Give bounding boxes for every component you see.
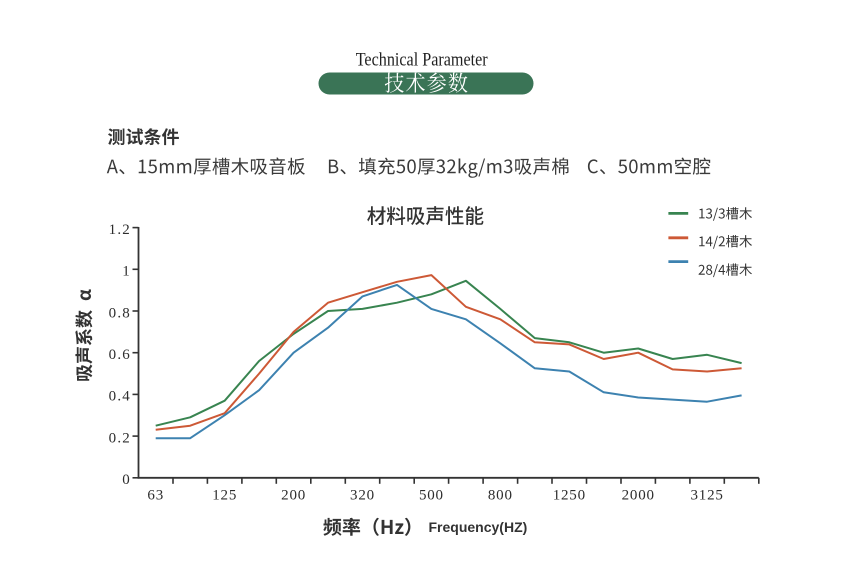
svg-text:Frequency(HZ): Frequency(HZ) bbox=[429, 519, 528, 535]
svg-text:3125: 3125 bbox=[690, 488, 723, 504]
svg-text:125: 125 bbox=[212, 488, 237, 504]
svg-text:0.4: 0.4 bbox=[109, 389, 131, 405]
svg-text:500: 500 bbox=[419, 488, 444, 504]
svg-text:63: 63 bbox=[147, 488, 164, 504]
svg-text:Technical Parameter: Technical Parameter bbox=[356, 49, 489, 70]
svg-text:1250: 1250 bbox=[553, 488, 586, 504]
svg-text:200: 200 bbox=[281, 488, 306, 504]
svg-text:0.2: 0.2 bbox=[109, 430, 131, 446]
svg-text:320: 320 bbox=[350, 488, 375, 504]
svg-text:800: 800 bbox=[488, 488, 513, 504]
svg-text:1.2: 1.2 bbox=[109, 222, 131, 238]
svg-text:0: 0 bbox=[122, 472, 131, 488]
svg-text:2000: 2000 bbox=[622, 488, 655, 504]
svg-text:0.8: 0.8 bbox=[109, 305, 131, 321]
svg-text:1: 1 bbox=[122, 264, 131, 280]
svg-text:0.6: 0.6 bbox=[109, 347, 131, 363]
